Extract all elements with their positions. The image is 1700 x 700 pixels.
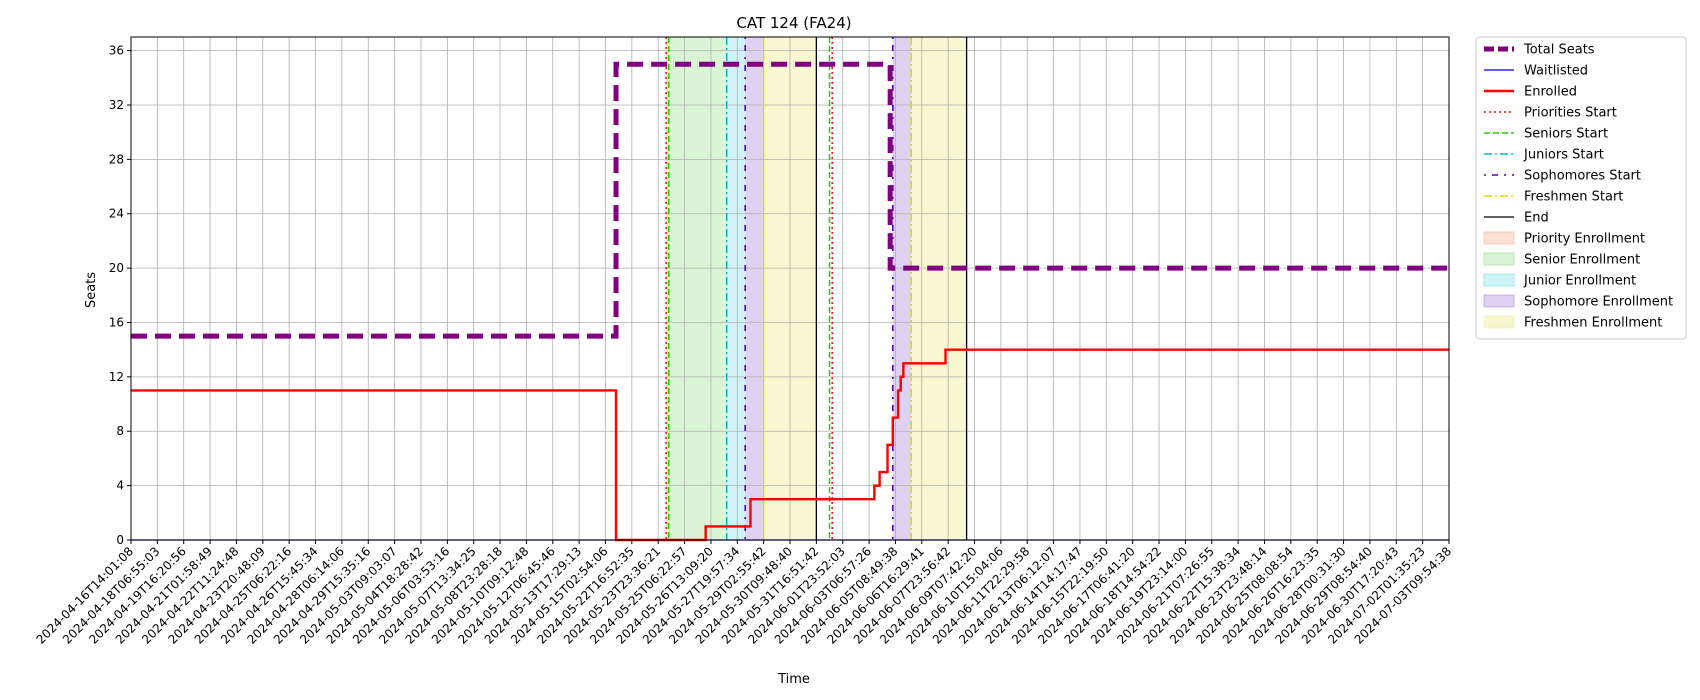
axes-layer: 048121620242832362024-04-16T14:01:082024…: [34, 36, 1454, 647]
grid-layer: [130, 37, 1450, 541]
legend-item-label: Enrolled: [1524, 85, 1577, 100]
legend-item-label: Priority Enrollment: [1524, 232, 1645, 247]
shaded-region: [668, 37, 727, 540]
shaded-region: [726, 37, 746, 540]
y-tick-label: 28: [109, 152, 124, 166]
legend-swatch-patch: [1483, 252, 1515, 266]
shaded-regions-layer: [666, 37, 967, 540]
legend-item-label: Freshmen Enrollment: [1524, 316, 1662, 331]
y-tick-label: 24: [109, 207, 124, 221]
shaded-region: [911, 37, 967, 540]
y-tick-label: 4: [116, 479, 124, 493]
legend-item-label: Sophomore Enrollment: [1524, 295, 1673, 310]
y-axis-label: Seats: [84, 272, 99, 308]
y-tick-label: 8: [116, 424, 124, 438]
legend-item-label: Priorities Start: [1524, 106, 1617, 121]
y-tick-label: 20: [109, 261, 124, 275]
shaded-region: [666, 37, 669, 540]
y-tick-label: 16: [109, 315, 124, 329]
legend-item-label: Senior Enrollment: [1524, 253, 1640, 268]
x-axis-label: Time: [777, 672, 810, 687]
legend-item-label: Sophomores Start: [1524, 169, 1641, 184]
vertical-markers-layer: [665, 37, 968, 540]
y-tick-label: 12: [109, 370, 124, 384]
y-tick-label: 0: [116, 533, 124, 547]
legend: Total Seats Waitlisted Enrolled Priorities …: [1475, 36, 1687, 340]
legend-item-label: Waitlisted: [1524, 64, 1588, 79]
y-tick-label: 32: [109, 98, 124, 112]
legend-item-label: Seniors Start: [1524, 127, 1608, 142]
legend-swatch-patch: [1483, 231, 1515, 245]
legend-item-label: Junior Enrollment: [1523, 274, 1636, 289]
y-tick-label: 36: [109, 44, 124, 58]
series-line-total-seats: [131, 61, 1449, 339]
legend-item-label: End: [1524, 211, 1549, 226]
series-line-enrolled: [131, 348, 1449, 542]
shaded-region: [745, 37, 764, 540]
legend-swatch-patch: [1483, 294, 1515, 308]
legend-item-label: Total Seats: [1523, 43, 1595, 58]
legend-swatch-patch: [1483, 315, 1515, 329]
legend-item-label: Freshmen Start: [1524, 190, 1623, 205]
chart-title: CAT 124 (FA24): [736, 14, 851, 32]
legend-swatch-patch: [1483, 273, 1515, 287]
legend-box: [1475, 36, 1687, 340]
legend-item-label: Juniors Start: [1523, 148, 1604, 163]
